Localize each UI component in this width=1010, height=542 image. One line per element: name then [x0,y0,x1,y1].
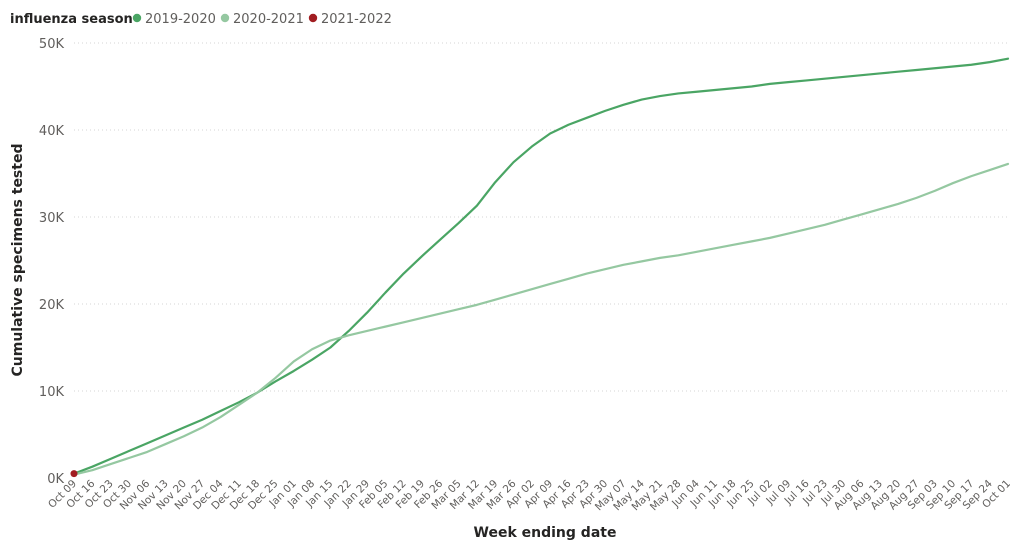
legend-title: influenza season [10,12,133,27]
y-axis-ticks: 0K 10K 20K 30K 40K 50K [39,37,65,487]
y-tick-label: 30K [39,211,65,226]
y-tick-label: 20K [39,298,65,313]
y-tick-label: 50K [39,37,65,52]
legend-item-2020-2021[interactable]: 2020-2021 [220,12,304,27]
series-point-2021-2022[interactable] [70,470,78,478]
series-line-2019-2020[interactable] [72,57,1010,475]
legend-label-2021-2022: 2021-2022 [321,12,392,27]
x-axis-title: Week ending date [474,525,617,541]
legend-item-2021-2022[interactable]: 2021-2022 [308,12,392,27]
legend-label-2019-2020: 2019-2020 [145,12,216,27]
legend-label-2020-2021: 2020-2021 [233,12,304,27]
legend-item-2019-2020[interactable]: 2019-2020 [132,12,216,27]
legend-marker-2021-2022 [308,13,318,23]
y-tick-label: 10K [39,385,65,400]
series-lines [70,57,1010,478]
gridlines [74,42,1008,392]
series-line-2020-2021[interactable] [72,162,1010,476]
y-tick-label: 40K [39,124,65,139]
legend-marker-2020-2021 [220,13,230,23]
legend-marker-2019-2020 [132,13,142,23]
legend: influenza season 2019-2020 2020-2021 202… [10,12,392,27]
y-tick-label: 0K [47,472,64,487]
y-axis-title: Cumulative specimens tested [10,144,26,377]
